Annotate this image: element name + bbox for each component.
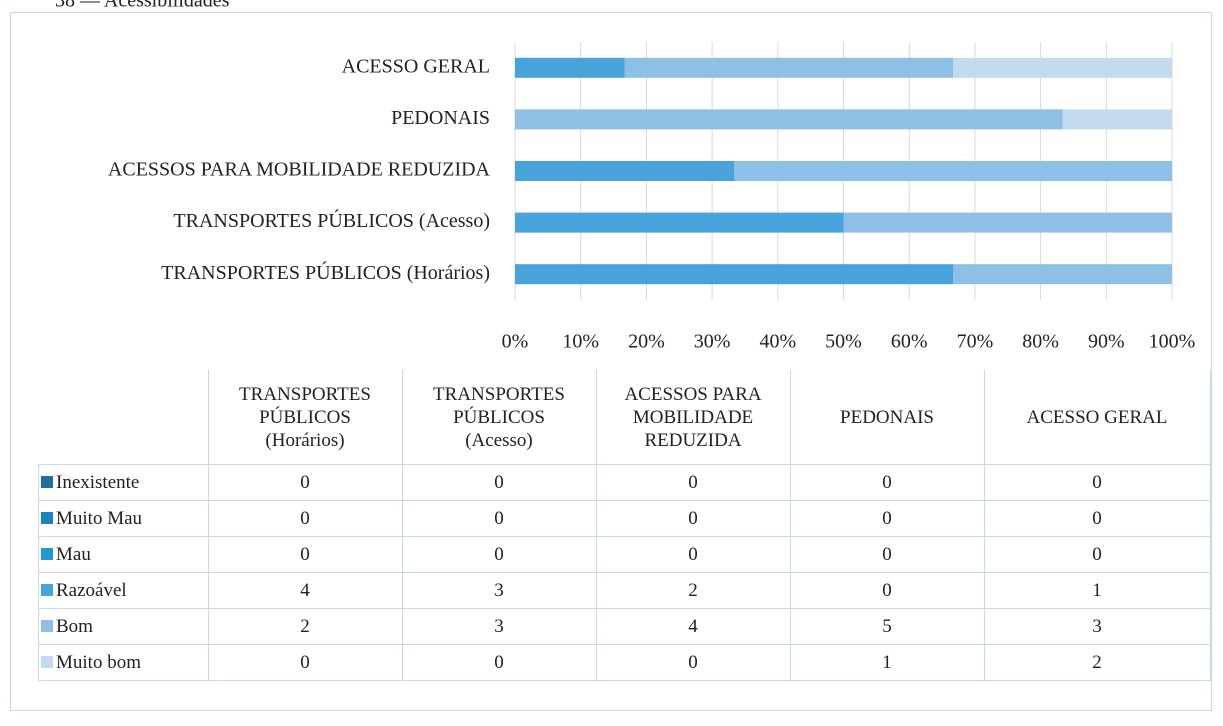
legend-swatch [41, 655, 53, 668]
bar-segment [843, 212, 1172, 233]
x-tick-label: 90% [1088, 331, 1125, 353]
bar-segment [515, 161, 734, 181]
x-tick-label: 70% [957, 331, 994, 353]
table-cell: 3 [401, 572, 597, 609]
bar-segment [515, 212, 844, 233]
table-cell: 0 [983, 500, 1211, 537]
table-cell: 2 [595, 572, 791, 609]
x-tick-label: 60% [891, 331, 928, 353]
table-cell: 0 [789, 536, 985, 573]
table-cell: 0 [983, 464, 1211, 501]
table-cell: 0 [401, 464, 597, 501]
bar-segment [624, 57, 953, 78]
column-header: ACESSOS PARA MOBILIDADE REDUZIDA [595, 370, 791, 465]
table-cell: 0 [401, 500, 597, 537]
table-cell: 1 [789, 644, 985, 681]
legend-cell: Inexistente [38, 464, 209, 501]
bar-segment [515, 57, 625, 78]
table-cell: 4 [207, 572, 403, 609]
table-cell: 1 [983, 572, 1211, 609]
table-cell: 4 [595, 608, 791, 645]
column-header: TRANSPORTES PÚBLICOS (Horários) [207, 370, 403, 465]
table-row: Inexistente 0 0 0 0 0 [38, 464, 1211, 501]
legend-swatch [41, 475, 53, 488]
legend-cell: Muito Mau [38, 500, 209, 537]
table-row: Mau 0 0 0 0 0 [38, 536, 1211, 573]
x-tick-label: 20% [628, 331, 665, 353]
table-cell: 0 [207, 500, 403, 537]
table-cell: 5 [789, 608, 985, 645]
table-row: Muito bom 0 0 0 1 2 [38, 644, 1211, 681]
legend-label: Inexistente [56, 471, 140, 493]
column-header: PEDONAIS [789, 370, 985, 465]
legend-label: Mau [56, 543, 91, 565]
table-cell: 0 [207, 644, 403, 681]
table-cell: 0 [207, 536, 403, 573]
table-cell: 0 [983, 536, 1211, 573]
table-cell: 0 [401, 644, 597, 681]
y-tick-label: ACESSO GERAL [342, 55, 490, 77]
table-cell: 0 [207, 464, 403, 501]
table-cell: 2 [983, 644, 1211, 681]
table-row: Muito Mau 0 0 0 0 0 [38, 500, 1211, 537]
legend-swatch [41, 511, 53, 524]
column-header: ACESSO GERAL [983, 370, 1211, 465]
legend-label: Muito Mau [56, 507, 143, 529]
table-cell: 3 [401, 608, 597, 645]
legend-cell: Muito bom [38, 644, 209, 681]
column-header: TRANSPORTES PÚBLICOS (Acesso) [401, 370, 597, 465]
x-tick-label: 50% [825, 331, 862, 353]
x-tick-label: 40% [759, 331, 796, 353]
table-cell: 0 [789, 500, 985, 537]
legend-swatch [41, 547, 53, 560]
table-cell: 0 [595, 500, 791, 537]
x-tick-label: 80% [1022, 331, 1059, 353]
x-tick-label: 100% [1149, 331, 1196, 353]
x-tick-label: 0% [502, 331, 529, 353]
table-cell: 0 [595, 464, 791, 501]
table-cell: 2 [207, 608, 403, 645]
table-row: Razoável 4 3 2 0 1 [38, 572, 1211, 609]
legend-label: Muito bom [56, 651, 141, 673]
legend-label: Razoável [56, 579, 127, 601]
legend-cell: Mau [38, 536, 209, 573]
bar-segment [734, 161, 1172, 181]
legend-swatch [41, 583, 53, 596]
table-corner [38, 370, 209, 465]
y-tick-label: ACESSOS PARA MOBILIDADE REDUZIDA [108, 159, 491, 181]
table-cell: 0 [789, 464, 985, 501]
table-row: Bom 2 3 4 5 3 [38, 608, 1211, 645]
table-cell: 0 [595, 536, 791, 573]
legend-label: Bom [56, 615, 93, 637]
bar-segment [953, 57, 1172, 78]
legend-cell: Razoável [38, 572, 209, 609]
y-tick-label: TRANSPORTES PÚBLICOS (Acesso) [173, 208, 490, 232]
bar-segment [1062, 109, 1172, 130]
x-tick-label: 30% [694, 331, 731, 353]
y-tick-label: TRANSPORTES PÚBLICOS (Horários) [161, 260, 490, 284]
table-cell: 0 [401, 536, 597, 573]
legend-cell: Bom [38, 608, 209, 645]
bar-segment [515, 264, 953, 285]
bar-segment [953, 264, 1172, 285]
table-cell: 3 [983, 608, 1211, 645]
chart-frame [10, 12, 1212, 711]
legend-swatch [41, 619, 53, 632]
y-tick-label: PEDONAIS [391, 107, 490, 129]
table-cell: 0 [789, 572, 985, 609]
data-table: TRANSPORTES PÚBLICOS (Horários) TRANSPORT… [38, 370, 1211, 681]
table-cell: 0 [595, 644, 791, 681]
chart-title: 38 — Acessibilidades [55, 0, 230, 12]
bar-segment [515, 109, 1063, 130]
x-tick-label: 10% [562, 331, 599, 353]
